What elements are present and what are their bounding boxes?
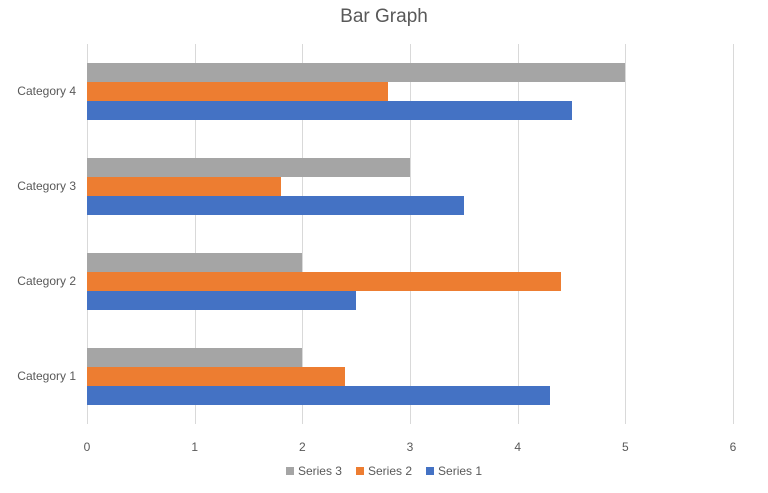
gridline [302,44,304,424]
legend-item: Series 3 [285,464,342,478]
bar-series-2 [87,367,346,386]
bar-series-3 [87,253,303,272]
bar-series-1 [87,101,572,120]
legend-swatch-icon [426,467,435,475]
x-tick-label: 3 [406,440,414,454]
bar-series-3 [87,348,303,367]
bar-series-3 [87,63,626,82]
x-tick-label: 5 [621,440,629,454]
legend-label: Series 2 [367,464,413,478]
category-label: Category 4 [17,83,76,98]
legend-item: Series 1 [426,464,482,478]
gridline [410,44,411,424]
legend-label: Series 1 [438,464,483,478]
gridline [733,44,734,424]
category-label: Category 2 [17,273,76,288]
bar-series-1 [87,386,550,405]
x-tick-label: 0 [83,440,91,454]
x-tick-label: 2 [298,440,306,454]
legend-item: Series 2 [355,464,413,478]
bar-series-2 [87,82,389,101]
chart-title: Bar Graph [340,6,428,27]
legend: Series 3 Series 2 Series 1 [0,464,768,478]
legend-swatch-icon [285,467,294,475]
bar-series-2 [87,272,561,291]
x-tick-label: 4 [514,440,521,454]
bar-series-2 [87,177,281,196]
bar-series-3 [87,158,410,177]
gridline [625,44,627,424]
bar-series-1 [87,196,464,215]
category-label: Category 3 [17,178,76,193]
x-tick-label: 1 [191,440,198,454]
x-tick-label: 6 [729,440,737,454]
category-label: Category 1 [17,368,76,383]
legend-swatch-icon [355,467,364,475]
gridline [517,44,519,424]
gridline [194,44,196,424]
plot-area [87,44,734,424]
bar-series-1 [87,291,357,310]
legend-label: Series 3 [297,464,342,478]
gridline [87,44,88,424]
